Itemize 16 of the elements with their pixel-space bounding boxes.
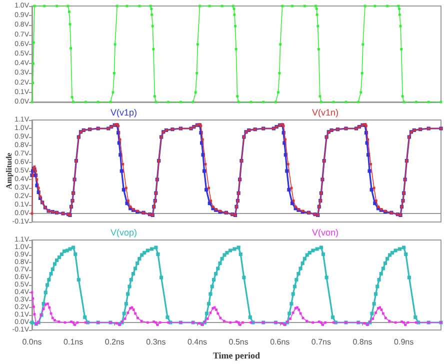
- x-tick-label: 0.2ns: [104, 338, 124, 346]
- x-tick-label: 0.9ns: [394, 338, 414, 346]
- y-axis-title: Amplitude: [4, 152, 14, 190]
- x-tick-label: 0.5ns: [228, 338, 248, 346]
- x-tick-label: 0.6ns: [270, 338, 290, 346]
- series-label: V(vop): [110, 228, 138, 238]
- x-tick-label: 0.4ns: [187, 338, 208, 346]
- x-tick-label: 0.0ns: [22, 338, 42, 346]
- series-label: V(v1p): [110, 108, 138, 118]
- x-axis-title: Time period: [212, 350, 260, 360]
- x-tick-label: 0.8ns: [352, 338, 372, 346]
- series-label: V(v1n): [312, 108, 339, 118]
- x-tick-label: 0.3ns: [146, 338, 166, 346]
- text: V(von): [312, 228, 339, 238]
- x-tick-label: 0.1ns: [64, 338, 84, 346]
- x-tick-label: 0.7ns: [311, 338, 331, 346]
